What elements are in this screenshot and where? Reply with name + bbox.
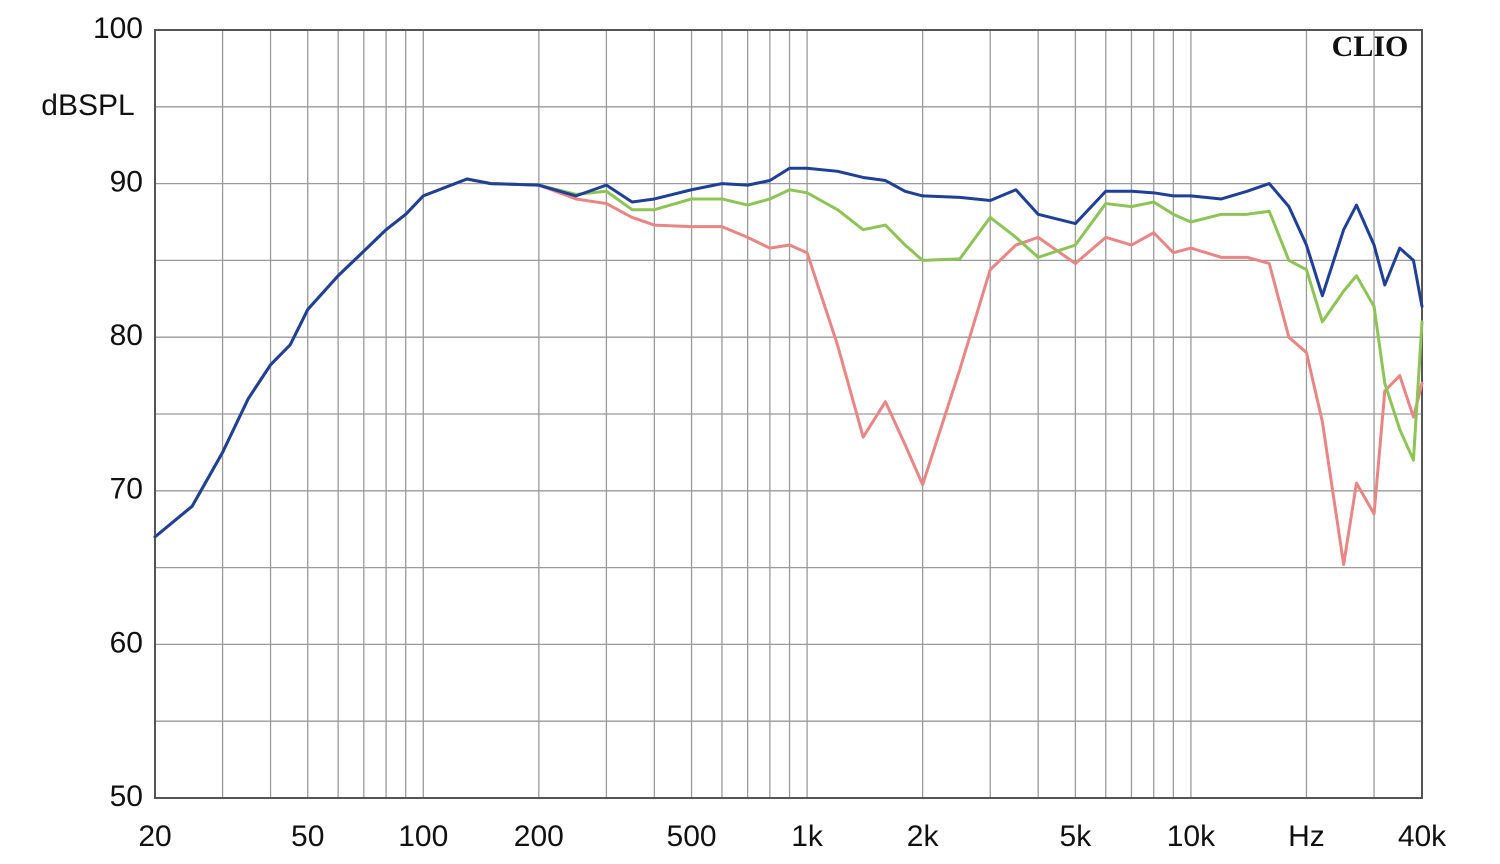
x-tick-label: 100 bbox=[398, 820, 448, 853]
x-tick-label: 200 bbox=[514, 820, 564, 853]
annotation: CLIO bbox=[1332, 30, 1409, 63]
y-tick-label: 70 bbox=[110, 473, 143, 506]
x-tick-label: 50 bbox=[291, 820, 324, 853]
y-tick-label: 60 bbox=[110, 626, 143, 659]
x-tick-label: 5k bbox=[1060, 820, 1093, 853]
x-tick-label: 40k bbox=[1398, 820, 1447, 853]
plot-border bbox=[154, 29, 1423, 799]
y-tick-label: 100 bbox=[93, 12, 143, 45]
y-tick-label: 90 bbox=[110, 166, 143, 199]
x-tick-label: 1k bbox=[791, 820, 824, 853]
x-tick-label: 10k bbox=[1167, 820, 1216, 853]
response-curve bbox=[153, 166, 1424, 539]
x-tick-label: 20 bbox=[138, 820, 171, 853]
x-tick-label: Hz bbox=[1288, 820, 1325, 853]
response-curve bbox=[153, 177, 1424, 539]
x-tick-label: 500 bbox=[667, 820, 717, 853]
response-curve bbox=[153, 177, 1424, 567]
y-tick-label: 80 bbox=[110, 319, 143, 352]
x-tick-label: 2k bbox=[907, 820, 940, 853]
y-axis-label: dBSPL bbox=[41, 89, 134, 122]
y-tick-label: 50 bbox=[110, 780, 143, 813]
